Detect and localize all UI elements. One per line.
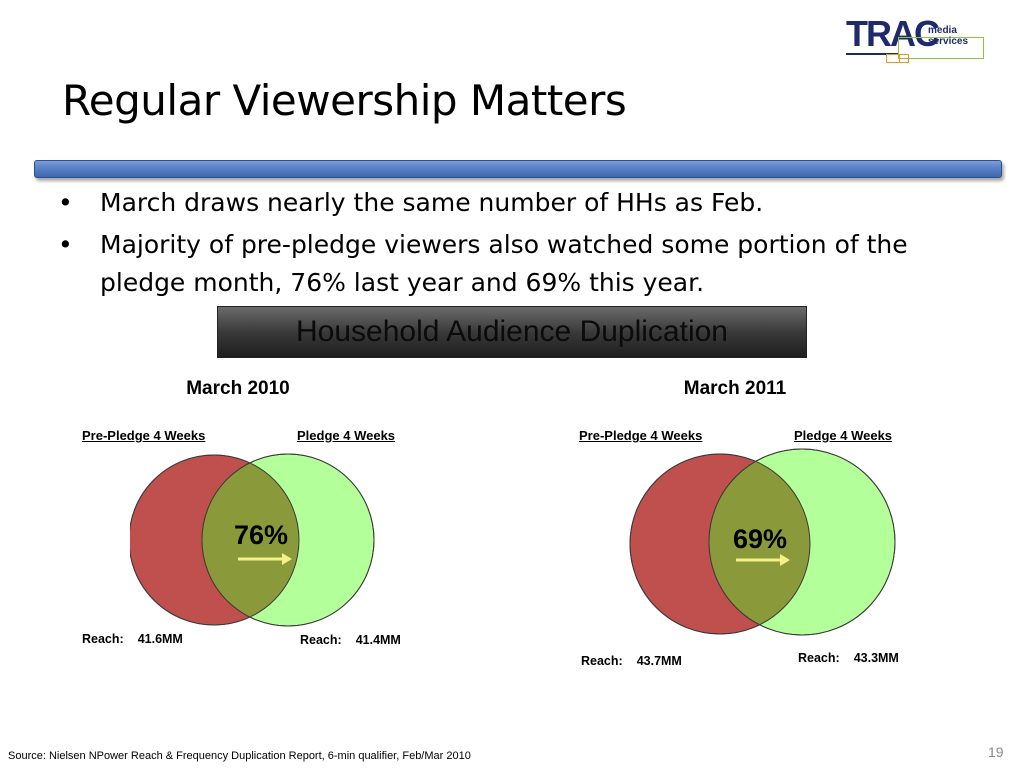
logo-tagline: media services [928, 25, 969, 47]
venn-2010-year: March 2010 [186, 378, 290, 399]
page-number: 19 [988, 744, 1004, 760]
logo-orange-box-2 [899, 54, 909, 63]
venn-2010-right-reach: Reach: 41.4MM [300, 633, 401, 647]
bullet-item: • March draws nearly the same number of … [58, 184, 978, 222]
reach-value: 43.3MM [853, 651, 899, 665]
reach-label: Reach: [82, 632, 124, 646]
venn-2010-left-reach: Reach: 41.6MM [82, 632, 183, 646]
venn-2011-overlap [709, 454, 810, 634]
logo-orange-box [886, 54, 900, 63]
venn-2010-left-label: Pre-Pledge 4 Weeks [82, 428, 206, 443]
reach-value: 41.4MM [355, 633, 401, 647]
trac-logo: TRAC media services [846, 14, 988, 64]
venn-2011-left-reach: Reach: 43.7MM [581, 654, 682, 668]
bullet-dot-icon: • [58, 230, 73, 259]
venn-2011-right-reach: Reach: 43.3MM [798, 651, 899, 665]
venn-2010-right-label: Pledge 4 Weeks [297, 428, 396, 443]
bullet-dot-icon: • [58, 188, 73, 217]
bullet-list: • March draws nearly the same number of … [58, 184, 978, 302]
bullet-text: Majority of pre-pledge viewers also watc… [100, 230, 908, 297]
reach-label: Reach: [300, 633, 342, 647]
venn-2010-overlap-pct: 76% [234, 520, 289, 550]
venn-2011-year: March 2011 [683, 378, 787, 399]
logo-green-box [898, 37, 984, 59]
source-footnote: Source: Nielsen NPower Reach & Frequency… [8, 750, 471, 762]
bullet-item: • Majority of pre-pledge viewers also wa… [58, 226, 978, 302]
venn-2011-diagram [629, 448, 896, 636]
venn-2011-left-label: Pre-Pledge 4 Weeks [579, 428, 703, 443]
venn-2011-arrowhead-icon [780, 554, 790, 566]
logo-text: TRAC [846, 13, 940, 54]
reach-value: 43.7MM [636, 654, 682, 668]
venn-2010-diagram [130, 453, 375, 627]
slide-title: Regular Viewership Matters [62, 76, 627, 125]
venn-2010-arrowhead-icon [282, 553, 292, 565]
logo-underline [846, 53, 898, 55]
title-divider-bar [34, 160, 1002, 178]
venn-2010-overlap [202, 455, 299, 625]
reach-label: Reach: [798, 651, 840, 665]
reach-label: Reach: [581, 654, 623, 668]
bullet-text: March draws nearly the same number of HH… [100, 188, 764, 217]
reach-value: 41.6MM [137, 632, 183, 646]
venn-2011-right-label: Pledge 4 Weeks [794, 428, 893, 443]
venn-2011-overlap-pct: 69% [733, 524, 788, 554]
section-banner: Household Audience Duplication [217, 306, 807, 358]
